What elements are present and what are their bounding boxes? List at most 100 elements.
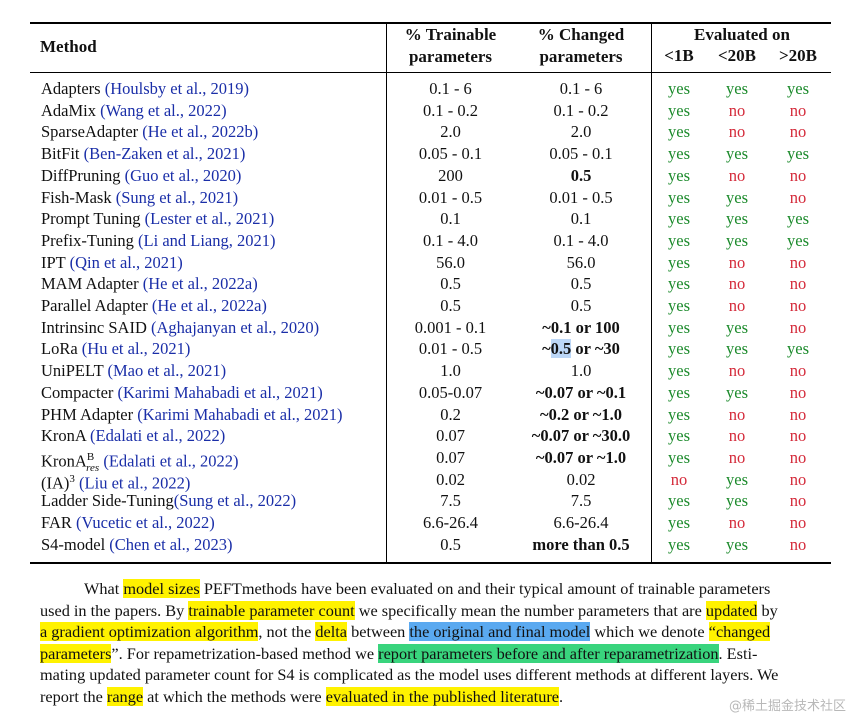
trainable-value: 0.2 bbox=[440, 404, 461, 424]
eval-lt1b: yes bbox=[668, 209, 690, 229]
method-name: DiffPruning bbox=[41, 165, 125, 185]
caption-text: , not the bbox=[258, 622, 316, 641]
eval-lt1b: yes bbox=[668, 361, 690, 381]
table-row: LoRa (Hu et al., 2021) 0.01 - 0.5 ~0.5 or … bbox=[0, 338, 860, 360]
highlighted-phrase: “changed bbox=[708, 622, 771, 641]
citation-link[interactable]: (He et al., 2022b) bbox=[142, 122, 259, 142]
citation-link[interactable]: (Aghajanyan et al., 2020) bbox=[151, 317, 320, 337]
changed-value: 1.0 bbox=[570, 361, 592, 381]
trainable-value: 0.1 bbox=[440, 209, 461, 229]
watermark: @稀土掘金技术社区 bbox=[728, 699, 846, 714]
citation-link[interactable]: (Vucetic et al., 2022) bbox=[76, 513, 215, 532]
eval-lt20b: no bbox=[728, 122, 746, 142]
eval-lt1b: yes bbox=[668, 339, 690, 359]
highlighted-phrase: report parameters before and after repar… bbox=[378, 643, 719, 663]
eval-lt1b: yes bbox=[668, 252, 690, 272]
citation-link[interactable]: (Sung et al., 2021) bbox=[115, 187, 239, 207]
eval-gt20b: yes bbox=[787, 339, 809, 359]
eval-lt20b: yes bbox=[726, 144, 748, 164]
highlighted-phrase: trainable parameter count bbox=[188, 600, 355, 620]
eval-lt1b: yes bbox=[668, 187, 690, 207]
trainable-value: 0.07 bbox=[436, 447, 465, 467]
method-cell: Ladder Side-Tuning(Sung et al., 2022) bbox=[41, 490, 296, 512]
eval-lt1b: yes bbox=[668, 100, 690, 120]
eval-gt20b: no bbox=[789, 252, 807, 272]
eval-gt20b: no bbox=[789, 361, 807, 381]
changed-value: 0.1 - 4.0 bbox=[553, 230, 609, 250]
method-cell: PHM Adapter (Karimi Mahabadi et al., 202… bbox=[41, 404, 343, 426]
table-row: S4-model (Chen et al., 2023) 0.5 more than… bbox=[0, 534, 860, 556]
citation-link[interactable]: (Houlsby et al., 2019) bbox=[104, 79, 250, 98]
method-cell: KronABres (Edalati et al., 2022) bbox=[41, 447, 239, 480]
header-changed-line1: % Changed bbox=[537, 25, 625, 44]
table-row: Fish-Mask (Sung et al., 2021) 0.01 - 0.5 0… bbox=[0, 187, 860, 209]
highlighted-phrase: delta bbox=[315, 622, 348, 641]
table-row: FAR (Vucetic et al., 2022) 6.6-26.4 6.6-26… bbox=[0, 512, 860, 534]
method-name: SparseAdapter bbox=[41, 122, 143, 142]
citation-link[interactable]: (He et al., 2022a) bbox=[142, 274, 258, 294]
citation-link[interactable]: (Li and Liang, 2021) bbox=[138, 230, 276, 250]
table-row: Compacter (Karimi Mahabadi et al., 2021)… bbox=[0, 382, 860, 404]
method-cell: Adapters (Houlsby et al., 2019) bbox=[41, 78, 249, 100]
eval-lt1b: yes bbox=[668, 447, 690, 467]
citation-link[interactable]: (Ben-Zaken et al., 2021) bbox=[83, 144, 246, 164]
citation-link[interactable]: (Lester et al., 2021) bbox=[144, 209, 275, 229]
caption-line: parameters”. For repametrization-based m… bbox=[40, 643, 848, 665]
method-cell: UniPELT (Mao et al., 2021) bbox=[41, 360, 226, 382]
table-row: (IA)3 (Liu et al., 2022) 0.02 0.02 no yes no bbox=[0, 469, 860, 493]
citation-link[interactable]: (Edalati et al., 2022) bbox=[103, 451, 239, 471]
citation-link[interactable]: (Wang et al., 2022) bbox=[100, 100, 227, 120]
citation-link[interactable]: (Qin et al., 2021) bbox=[69, 252, 183, 272]
method-cell: BitFit (Ben-Zaken et al., 2021) bbox=[41, 143, 245, 165]
method-subscript: res bbox=[86, 461, 100, 474]
citation-link[interactable]: (Sung et al., 2022) bbox=[173, 491, 297, 511]
header-lt1b: <1B bbox=[664, 46, 694, 65]
citation-link[interactable]: (Hu et al., 2021) bbox=[81, 339, 191, 359]
changed-value: 6.6-26.4 bbox=[553, 513, 609, 532]
eval-lt1b: yes bbox=[668, 296, 690, 315]
citation-link[interactable]: (Guo et al., 2020) bbox=[124, 165, 242, 185]
method-cell: SparseAdapter (He et al., 2022b) bbox=[41, 121, 258, 143]
eval-lt20b: yes bbox=[726, 230, 748, 250]
trainable-value: 0.1 - 4.0 bbox=[423, 230, 478, 250]
citation-link[interactable]: (He et al., 2022a) bbox=[151, 296, 267, 315]
citation-link[interactable]: (Chen et al., 2023) bbox=[109, 534, 233, 554]
eval-lt1b: no bbox=[670, 469, 688, 489]
eval-gt20b: no bbox=[789, 491, 807, 511]
caption-line: mating updated parameter count for S4 is… bbox=[40, 664, 848, 686]
trainable-value: 0.01 - 0.5 bbox=[418, 339, 483, 359]
eval-gt20b: no bbox=[789, 100, 807, 120]
method-name: Ladder Side-Tuning bbox=[41, 491, 174, 511]
citation-link[interactable]: (Mao et al., 2021) bbox=[107, 361, 227, 381]
caption-text: we specifically mean the number paramete… bbox=[354, 600, 706, 620]
eval-lt20b: yes bbox=[726, 317, 748, 337]
trainable-value: 0.1 - 0.2 bbox=[423, 100, 478, 120]
citation-link[interactable]: (Edalati et al., 2022) bbox=[90, 426, 226, 446]
caption-text: at which the methods were bbox=[143, 686, 326, 706]
eval-gt20b: no bbox=[789, 469, 807, 489]
eval-gt20b: no bbox=[789, 426, 807, 446]
trainable-value: 0.01 - 0.5 bbox=[418, 187, 483, 207]
method-name: Prefix-Tuning bbox=[41, 230, 139, 250]
method-name: KronA bbox=[41, 426, 91, 446]
changed-value: 7.5 bbox=[570, 491, 592, 511]
changed-value: 0.1 - 6 bbox=[559, 79, 603, 98]
changed-value: 0.01 - 0.5 bbox=[549, 187, 613, 207]
table-row: DiffPruning (Guo et al., 2020) 200 0.5 yes n… bbox=[0, 165, 860, 187]
caption-text: used in the papers. By bbox=[40, 600, 189, 620]
caption-line: used in the papers. By trainable paramet… bbox=[40, 600, 848, 622]
citation-link[interactable]: (Karimi Mahabadi et al., 2021) bbox=[137, 404, 343, 424]
method-cell: Parallel Adapter (He et al., 2022a) bbox=[41, 295, 267, 317]
eval-gt20b: no bbox=[789, 382, 807, 402]
caption-text: ”. For repametrization-based method we bbox=[111, 643, 379, 663]
eval-lt20b: yes bbox=[726, 382, 748, 402]
method-name: (IA) bbox=[41, 473, 70, 493]
citation-link[interactable]: (Karimi Mahabadi et al., 2021) bbox=[117, 382, 323, 402]
trainable-value: 0.5 bbox=[440, 296, 461, 315]
method-name: FAR bbox=[41, 513, 76, 532]
citation-link[interactable]: (Liu et al., 2022) bbox=[79, 473, 191, 493]
table-caption: What model sizes PEFTmethods have been e… bbox=[40, 578, 848, 707]
caption-text: mating updated parameter count for S4 is… bbox=[40, 665, 779, 684]
table-row: PHM Adapter (Karimi Mahabadi et al., 202… bbox=[0, 404, 860, 426]
table-row: AdaMix (Wang et al., 2022) 0.1 - 0.2 0.1 -… bbox=[0, 100, 860, 122]
